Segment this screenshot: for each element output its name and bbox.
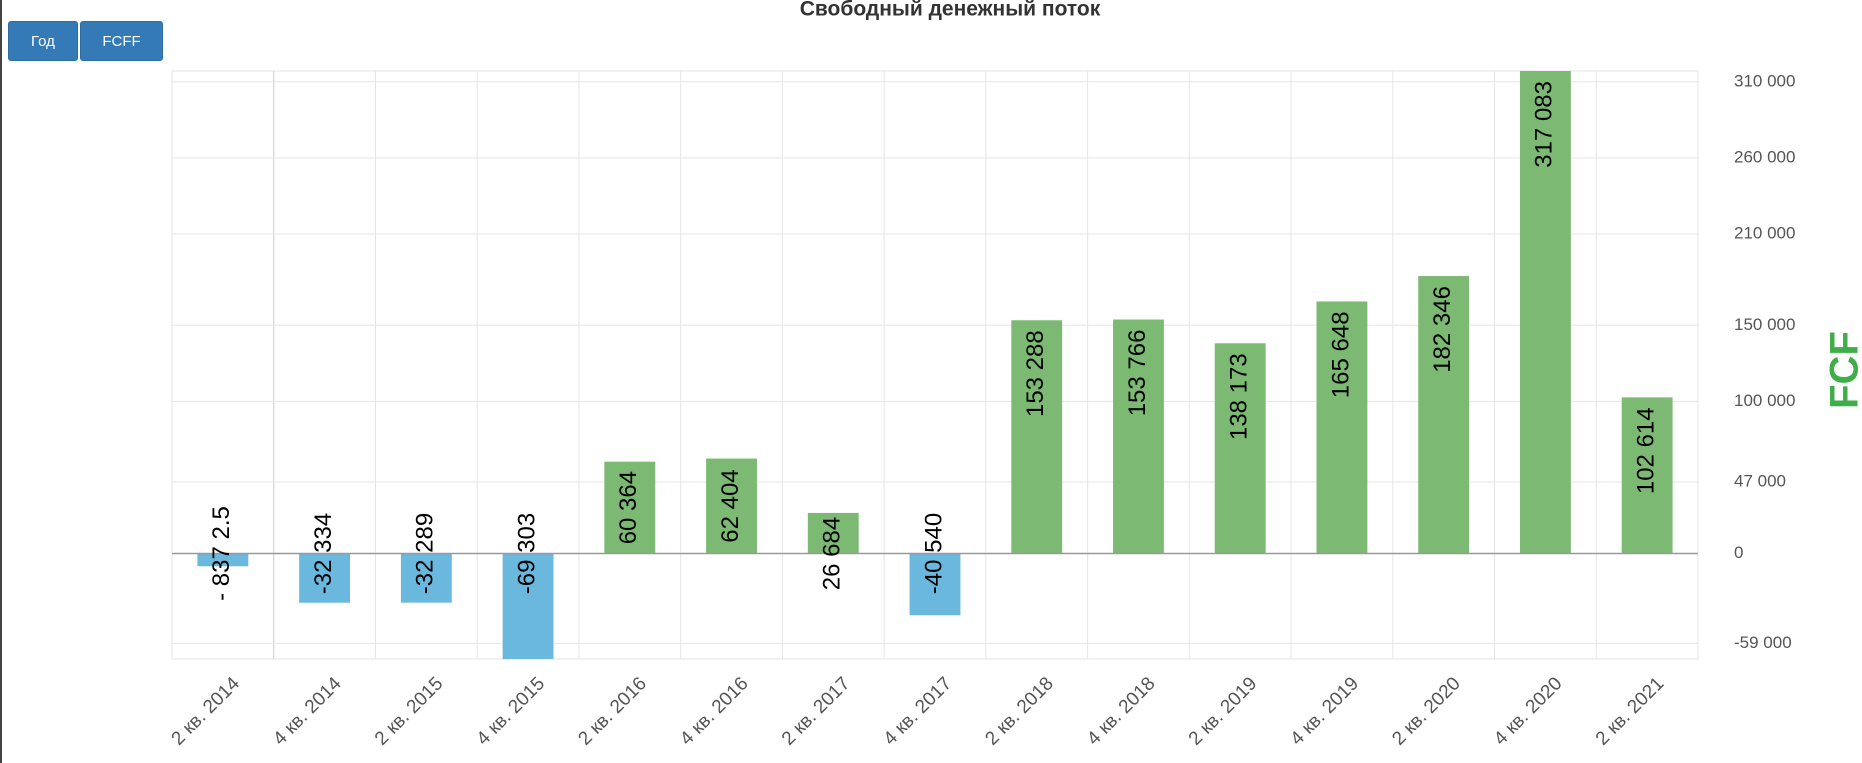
x-tick-label: 4 кв. 2017 — [880, 673, 956, 749]
data-label: 138 173 — [1226, 353, 1253, 440]
y-tick-label: -59 000 — [1734, 633, 1792, 652]
left-border — [0, 0, 2, 763]
x-tick-label: 4 кв. 2018 — [1083, 673, 1159, 749]
x-tick-label: 2 кв. 2017 — [778, 673, 854, 749]
year-button[interactable]: Год — [8, 21, 78, 61]
bar — [1418, 276, 1470, 554]
y-tick-label: 150 000 — [1734, 315, 1795, 334]
x-tick-label: 2 кв. 2018 — [981, 673, 1057, 749]
data-label: 60 364 — [615, 471, 642, 544]
bar — [299, 553, 351, 603]
data-label: 182 346 — [1429, 286, 1456, 373]
bar — [706, 458, 757, 554]
data-label: 153 288 — [1022, 330, 1049, 417]
bar — [807, 512, 859, 554]
x-tick-label: 4 кв. 2020 — [1490, 673, 1566, 749]
data-label: 62 404 — [717, 469, 744, 542]
data-label: 317 083 — [1531, 81, 1558, 168]
bar — [400, 553, 452, 603]
bar — [502, 553, 554, 659]
x-tick-label: 4 кв. 2019 — [1287, 673, 1363, 749]
data-label: -69 303 — [513, 513, 540, 594]
data-label: 26 684 — [819, 517, 846, 590]
bar — [1214, 343, 1266, 554]
x-tick-label: 2 кв. 2019 — [1185, 673, 1261, 749]
fcff-button[interactable]: FCFF — [80, 21, 163, 61]
y-tick-label: 260 000 — [1734, 147, 1795, 166]
y-tick-label: 47 000 — [1734, 471, 1786, 490]
y-axis-title: FCF — [1823, 331, 1862, 409]
x-tick-label: 4 кв. 2014 — [269, 673, 346, 750]
x-tick-label: 2 кв. 2014 — [168, 673, 245, 750]
data-label: 153 766 — [1124, 330, 1151, 417]
bars — [197, 71, 1673, 659]
bar — [604, 461, 656, 554]
data-label: -40 540 — [920, 513, 947, 594]
data-label: 165 648 — [1327, 311, 1354, 398]
x-tick-label: 4 кв. 2016 — [676, 673, 752, 749]
y-tick-label: 0 — [1734, 543, 1743, 562]
x-tick-label: 2 кв. 2015 — [371, 673, 447, 749]
y-tick-label: 100 000 — [1734, 391, 1795, 410]
data-label: -32 334 — [310, 513, 337, 594]
chart-title: Свободный денежный поток — [800, 0, 1101, 21]
bar — [1316, 301, 1368, 554]
y-tick-label: 310 000 — [1734, 71, 1795, 90]
bar — [1519, 71, 1571, 554]
x-tick-label: 2 кв. 2020 — [1388, 673, 1464, 749]
bar — [197, 553, 249, 567]
bar — [1113, 319, 1164, 554]
bar — [1621, 397, 1673, 554]
bar — [1011, 320, 1063, 554]
x-tick-label: 2 кв. 2021 — [1592, 673, 1668, 749]
plot-border — [171, 70, 1699, 660]
data-label: -32 289 — [412, 513, 439, 594]
x-tick-label: 2 кв. 2016 — [574, 673, 650, 749]
data-label: - 837 2.5 — [208, 506, 235, 601]
y-tick-label: 210 000 — [1734, 223, 1795, 242]
bar — [909, 553, 961, 616]
data-label: 102 614 — [1632, 407, 1659, 494]
x-tick-label: 4 кв. 2015 — [473, 673, 549, 749]
